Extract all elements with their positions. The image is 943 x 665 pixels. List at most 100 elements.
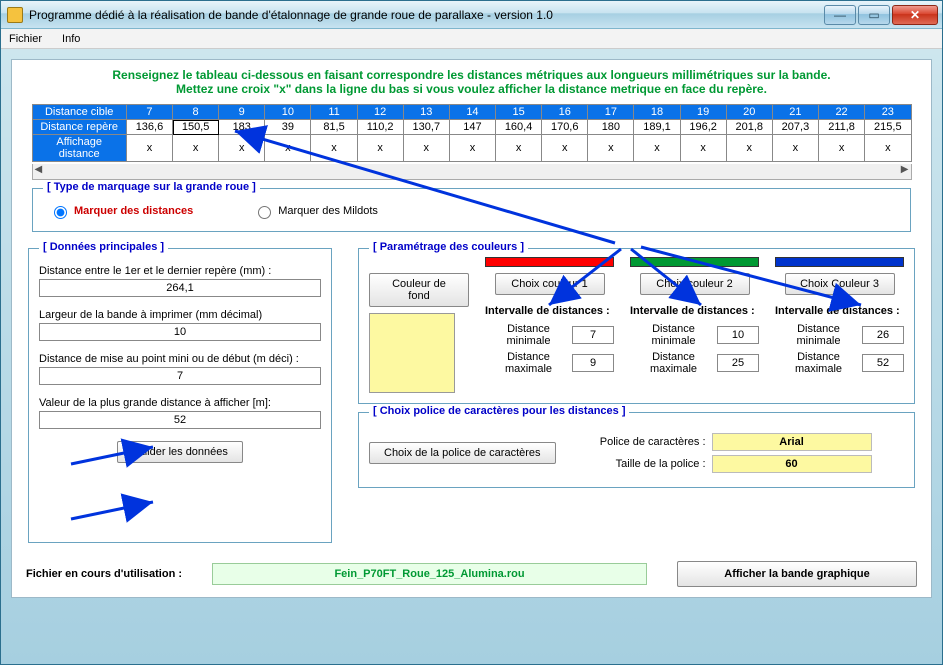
table-cell[interactable]: 147 [449, 120, 495, 135]
marking-group: [ Type de marquage sur la grande roue ] … [32, 188, 911, 232]
font-size-label: Taille de la police : [576, 458, 706, 470]
col-header: 11 [311, 105, 357, 120]
col-header: 22 [819, 105, 865, 120]
c2-min-input[interactable] [717, 326, 759, 344]
table-cell[interactable]: x [403, 135, 449, 162]
table-cell[interactable]: x [726, 135, 772, 162]
maximize-button[interactable]: ▭ [858, 5, 890, 25]
app-icon [7, 7, 23, 23]
intv-title-1: Intervalle de distances : [485, 305, 614, 317]
table-cell[interactable]: x [311, 135, 357, 162]
menu-info[interactable]: Info [58, 31, 84, 47]
distance-table[interactable]: Distance cible78910111213141516171819202… [32, 104, 912, 162]
col-header: 7 [126, 105, 172, 120]
row-header: Distance repère [32, 120, 126, 135]
table-cell[interactable]: x [219, 135, 265, 162]
focus-label: Distance de mise au point mini ou de déb… [39, 353, 321, 365]
first-last-input[interactable] [39, 279, 321, 297]
table-cell[interactable]: 160,4 [496, 120, 542, 135]
font-legend: [ Choix police de caractères pour les di… [369, 405, 629, 417]
width-label: Largeur de la bande à imprimer (mm décim… [39, 309, 321, 321]
col-header: 15 [496, 105, 542, 120]
radio-mildots-input[interactable] [258, 206, 271, 219]
choose-color-1-button[interactable]: Choix couleur 1 [495, 273, 605, 295]
table-cell[interactable]: x [865, 135, 911, 162]
row-header: Distance cible [32, 105, 126, 120]
table-cell[interactable]: x [680, 135, 726, 162]
row-header: Affichage distance [32, 135, 126, 162]
choose-color-3-button[interactable]: Choix Couleur 3 [785, 273, 895, 295]
choose-font-button[interactable]: Choix de la police de caractères [369, 442, 556, 464]
c2-max-input[interactable] [717, 354, 759, 372]
radio-distances[interactable]: Marquer des distances [49, 203, 193, 219]
col-header: 19 [680, 105, 726, 120]
font-name-value: Arial [712, 433, 872, 451]
bg-color-button[interactable]: Couleur de fond [369, 273, 469, 307]
table-cell[interactable]: x [126, 135, 172, 162]
minimize-button[interactable]: — [824, 5, 856, 25]
table-cell[interactable]: x [819, 135, 865, 162]
show-band-button[interactable]: Afficher la bande graphique [677, 561, 917, 587]
maxdist-input[interactable] [39, 411, 321, 429]
c1-min-input[interactable] [572, 326, 614, 344]
table-cell[interactable]: 110,2 [357, 120, 403, 135]
main-data-group: [ Données principales ] Distance entre l… [28, 248, 332, 543]
swatch-2 [630, 257, 759, 267]
table-cell[interactable]: 81,5 [311, 120, 357, 135]
radio-distances-input[interactable] [54, 206, 67, 219]
intv-title-2: Intervalle de distances : [630, 305, 759, 317]
table-cell[interactable]: x [634, 135, 680, 162]
table-cell[interactable]: 170,6 [542, 120, 588, 135]
colors-group: [ Paramétrage des couleurs ] Couleur de … [358, 248, 915, 404]
colors-legend: [ Paramétrage des couleurs ] [369, 241, 528, 253]
table-cell[interactable]: x [496, 135, 542, 162]
table-cell[interactable]: x [542, 135, 588, 162]
table-cell[interactable]: 130,7 [403, 120, 449, 135]
window-title: Programme dédié à la réalisation de band… [29, 8, 824, 22]
focus-input[interactable] [39, 367, 321, 385]
font-size-value: 60 [712, 455, 872, 473]
col-header: 18 [634, 105, 680, 120]
table-cell[interactable]: x [173, 135, 219, 162]
instruction-line1: Renseignez le tableau ci-dessous en fais… [16, 68, 927, 82]
intv-title-3: Intervalle de distances : [775, 305, 904, 317]
maxdist-label: Valeur de la plus grande distance à affi… [39, 397, 321, 409]
col-header: 10 [265, 105, 311, 120]
table-cell[interactable]: 201,8 [726, 120, 772, 135]
table-cell[interactable]: 150,5 [173, 120, 219, 135]
width-input[interactable] [39, 323, 321, 341]
table-cell[interactable]: 207,3 [772, 120, 818, 135]
table-cell[interactable]: x [588, 135, 634, 162]
table-cell[interactable]: 196,2 [680, 120, 726, 135]
col-header: 14 [449, 105, 495, 120]
table-cell[interactable]: 136,6 [126, 120, 172, 135]
validate-button[interactable]: Valider les données [117, 441, 243, 463]
font-group: [ Choix police de caractères pour les di… [358, 412, 915, 488]
choose-color-2-button[interactable]: Choix couleur 2 [640, 273, 750, 295]
col-header: 17 [588, 105, 634, 120]
current-file-label: Fichier en cours d'utilisation : [26, 568, 182, 580]
menu-file[interactable]: Fichier [5, 31, 46, 47]
radio-mildots[interactable]: Marquer des Mildots [253, 203, 378, 219]
table-cell[interactable]: 211,8 [819, 120, 865, 135]
table-cell[interactable]: x [449, 135, 495, 162]
col-header: 16 [542, 105, 588, 120]
swatch-3 [775, 257, 904, 267]
bg-preview [369, 313, 455, 393]
table-cell[interactable]: 39 [265, 120, 311, 135]
table-cell[interactable]: 183 [219, 120, 265, 135]
table-cell[interactable]: 215,5 [865, 120, 911, 135]
table-cell[interactable]: x [772, 135, 818, 162]
table-cell[interactable]: 180 [588, 120, 634, 135]
table-cell[interactable]: x [265, 135, 311, 162]
col-header: 13 [403, 105, 449, 120]
instruction-line2: Mettez une croix "x" dans la ligne du ba… [16, 82, 927, 96]
close-button[interactable]: ✕ [892, 5, 938, 25]
c3-min-input[interactable] [862, 326, 904, 344]
table-cell[interactable]: x [357, 135, 403, 162]
c3-max-input[interactable] [862, 354, 904, 372]
table-scrollbar[interactable] [32, 164, 912, 180]
c1-max-input[interactable] [572, 354, 614, 372]
table-cell[interactable]: 189,1 [634, 120, 680, 135]
main-data-legend: [ Données principales ] [39, 241, 168, 253]
